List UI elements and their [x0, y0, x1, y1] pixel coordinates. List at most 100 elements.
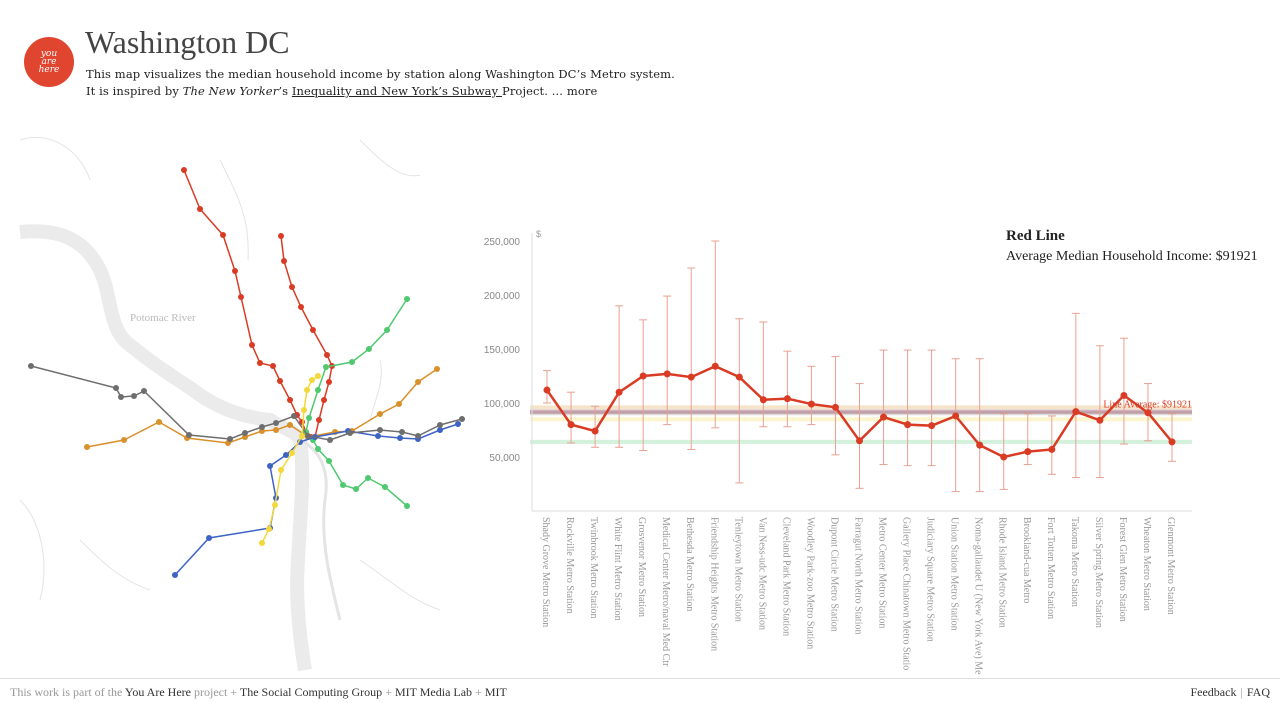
red-line-station[interactable] — [287, 397, 293, 403]
silver-line-station[interactable] — [399, 429, 405, 435]
silver-line-station[interactable] — [305, 433, 311, 439]
station-point[interactable] — [928, 422, 936, 430]
station-point[interactable] — [783, 395, 791, 403]
station-point[interactable] — [1168, 438, 1176, 446]
red-line-station[interactable] — [181, 167, 187, 173]
yellow-line-station[interactable] — [315, 373, 321, 379]
yellow-line-map[interactable] — [259, 373, 321, 546]
silver-line-station[interactable] — [186, 432, 192, 438]
blue-line-station[interactable] — [455, 421, 461, 427]
green-line-station[interactable] — [306, 415, 312, 421]
yellow-line-station[interactable] — [309, 377, 315, 383]
silver-line-station[interactable] — [327, 437, 333, 443]
red-line-station[interactable] — [326, 379, 332, 385]
silver-line-station[interactable] — [347, 430, 353, 436]
media-lab-link[interactable]: MIT Media Lab — [394, 685, 473, 699]
orange-line-station[interactable] — [415, 379, 421, 385]
silver-line-station[interactable] — [141, 388, 147, 394]
red-line-station[interactable] — [289, 284, 295, 290]
silver-line-station[interactable] — [291, 413, 297, 419]
orange-line-path[interactable] — [86, 368, 438, 448]
silver-line-station[interactable] — [273, 420, 279, 426]
green-line-path[interactable] — [305, 298, 408, 507]
yellow-line-station[interactable] — [299, 433, 305, 439]
silver-line-station[interactable] — [242, 430, 248, 436]
silver-line-station[interactable] — [459, 416, 465, 422]
red-line-station[interactable] — [324, 352, 330, 358]
green-line-station[interactable] — [404, 503, 410, 509]
station-point[interactable] — [1096, 416, 1104, 424]
blue-line-station[interactable] — [267, 463, 273, 469]
blue-line-map[interactable] — [172, 421, 461, 578]
green-line-station[interactable] — [315, 446, 321, 452]
green-line-station[interactable] — [366, 346, 372, 352]
yellow-line-station[interactable] — [304, 387, 310, 393]
orange-line-station[interactable] — [377, 411, 383, 417]
station-point[interactable] — [567, 421, 575, 429]
station-point[interactable] — [615, 388, 623, 396]
station-point[interactable] — [591, 427, 599, 435]
green-line-station[interactable] — [382, 484, 388, 490]
red-line-station[interactable] — [270, 363, 276, 369]
silver-line-station[interactable] — [415, 433, 421, 439]
green-line-station[interactable] — [326, 458, 332, 464]
red-line-station[interactable] — [249, 342, 255, 348]
orange-line-station[interactable] — [396, 401, 402, 407]
red-line-station[interactable] — [277, 378, 283, 384]
red-line-station[interactable] — [197, 206, 203, 212]
silver-line-station[interactable] — [113, 385, 119, 391]
blue-line-station[interactable] — [206, 535, 212, 541]
faq-link[interactable]: FAQ — [1246, 685, 1270, 699]
station-point[interactable] — [904, 421, 912, 429]
station-point[interactable] — [807, 400, 815, 408]
blue-line-station[interactable] — [283, 452, 289, 458]
you-are-here-link[interactable]: You Are Here — [124, 685, 191, 699]
red-line-station[interactable] — [257, 360, 263, 366]
orange-line-station[interactable] — [156, 419, 162, 425]
red-line-station[interactable] — [220, 232, 226, 238]
station-point[interactable] — [711, 362, 719, 370]
social-computing-link[interactable]: The Social Computing Group — [239, 685, 383, 699]
green-line-station[interactable] — [365, 475, 371, 481]
station-point[interactable] — [952, 412, 960, 420]
income-chart[interactable]: $50,000 100,000 150,000 200,000 250,000 Line… — [470, 215, 1210, 675]
green-line-station[interactable] — [323, 364, 329, 370]
orange-line-station[interactable] — [273, 427, 279, 433]
blue-line-station[interactable] — [437, 427, 443, 433]
blue-line-station[interactable] — [397, 435, 403, 441]
green-line-station[interactable] — [353, 486, 359, 492]
red-line-station[interactable] — [238, 294, 244, 300]
yellow-line-station[interactable] — [259, 540, 265, 546]
yellow-line-station[interactable] — [278, 467, 284, 473]
orange-line-station[interactable] — [287, 422, 293, 428]
silver-line-station[interactable] — [28, 363, 34, 369]
red-line-station[interactable] — [278, 233, 284, 239]
inequality-project-link[interactable]: Inequality and New York’s Subway — [291, 84, 502, 98]
metro-map[interactable]: Potomac River — [0, 100, 470, 675]
silver-line-station[interactable] — [118, 394, 124, 400]
station-point[interactable] — [1144, 409, 1152, 417]
station-point[interactable] — [543, 386, 551, 394]
station-point[interactable] — [1120, 391, 1128, 399]
silver-line-station[interactable] — [131, 393, 137, 399]
more-link[interactable]: ... more — [551, 84, 598, 98]
metro-lines[interactable] — [28, 167, 465, 578]
station-point[interactable] — [831, 403, 839, 411]
red-line-station[interactable] — [281, 258, 287, 264]
station-point[interactable] — [1048, 445, 1056, 453]
station-point[interactable] — [856, 437, 863, 445]
station-point[interactable] — [880, 413, 888, 421]
red-line-station[interactable] — [232, 268, 238, 274]
yellow-line-station[interactable] — [266, 526, 272, 532]
green-line-station[interactable] — [340, 482, 346, 488]
yellow-line-station[interactable] — [289, 450, 295, 456]
silver-line-station[interactable] — [437, 422, 443, 428]
red-line-station[interactable] — [298, 304, 304, 310]
silver-line-station[interactable] — [259, 424, 265, 430]
yellow-line-station[interactable] — [272, 502, 278, 508]
station-point[interactable] — [1024, 448, 1032, 456]
green-line-station[interactable] — [384, 327, 390, 333]
station-point[interactable] — [663, 370, 671, 378]
station-point[interactable] — [976, 441, 984, 449]
station-point[interactable] — [639, 372, 647, 380]
